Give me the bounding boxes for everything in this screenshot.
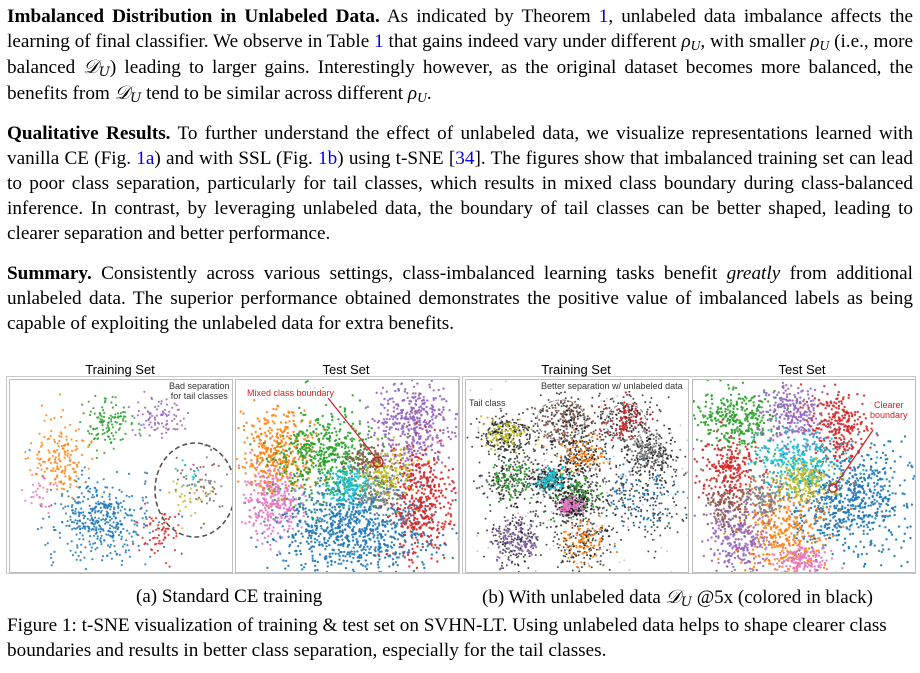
- emphasis: greatly: [726, 263, 781, 284]
- tsne-panel-a-train: Bad separation for tail classes: [9, 379, 233, 573]
- annotation-bad-separation: Bad separation for tail classes: [168, 381, 231, 401]
- paragraph-heading: Qualitative Results.: [7, 123, 171, 144]
- cluster-highlight-ellipse: [154, 442, 232, 538]
- math-rho-u: ρU: [407, 83, 427, 105]
- subcaption-a: (a) Standard CE training: [136, 586, 323, 607]
- subcaption-b: (b) With unlabeled data 𝒟U @5x (colored …: [482, 586, 873, 610]
- annotation-tail-class: Tail class: [468, 398, 507, 408]
- annotation-pointer: [834, 429, 874, 487]
- tsne-panel-b-train: Better separation w/ unlabeled data Tail…: [465, 379, 689, 573]
- paragraph-qualitative-results: Qualitative Results. To further understa…: [7, 123, 914, 244]
- math-d-u: 𝒟U: [83, 55, 110, 80]
- fig-1a-link[interactable]: 1a: [136, 148, 155, 169]
- fig-1b-link[interactable]: 1b: [318, 148, 338, 169]
- annotation-pointer: [327, 397, 377, 459]
- annotation-better-separation: Better separation w/ unlabeled data: [540, 381, 684, 391]
- tsne-scatter-plot: [20, 390, 232, 571]
- tsne-panel-a-test: Mixed class boundary: [235, 379, 459, 573]
- cluster-highlight-ellipse: [605, 403, 647, 441]
- annotation-clearer-boundary: Clearer boundary: [869, 400, 909, 420]
- panel-title: Test Set: [322, 362, 370, 377]
- theorem-link[interactable]: 1: [598, 6, 609, 27]
- figure-1: Training Set Test Set Training Set Test …: [0, 352, 920, 609]
- panel-title: Training Set: [541, 362, 611, 377]
- tsne-panel-b-test: Clearer boundary: [692, 379, 916, 573]
- cluster-highlight-ellipse: [828, 483, 838, 493]
- annotation-mixed-boundary: Mixed class boundary: [246, 388, 336, 398]
- table-link[interactable]: 1: [374, 31, 384, 52]
- cluster-highlight-ellipse: [536, 399, 586, 441]
- panel-title: Test Set: [778, 362, 826, 377]
- cluster-highlight-ellipse: [372, 456, 384, 468]
- math-rho-u: ρU: [810, 31, 830, 53]
- math-d-u: 𝒟U: [114, 81, 142, 106]
- paragraph-heading: Summary.: [7, 263, 92, 284]
- paragraph-summary: Summary. Consistently across various set…: [7, 263, 913, 334]
- paragraph-heading: Imbalanced Distribution in Unlabeled Dat…: [7, 6, 380, 27]
- math-rho-u: ρU: [681, 31, 701, 53]
- panel-title: Training Set: [85, 362, 155, 377]
- tsne-scatter-plot: [466, 380, 688, 572]
- figure-label: Figure 1:: [7, 615, 77, 636]
- figure-caption: Figure 1: t-SNE visualization of trainin…: [7, 615, 887, 661]
- tsne-scatter-plot: [693, 380, 915, 572]
- tsne-scatter-plot: [236, 380, 458, 572]
- subfigure-a-frame: [6, 376, 460, 574]
- paragraph-imbalanced-distribution: Imbalanced Distribution in Unlabeled Dat…: [7, 6, 914, 106]
- cluster-highlight-ellipse: [485, 421, 531, 451]
- citation-34-link[interactable]: 34: [455, 148, 475, 169]
